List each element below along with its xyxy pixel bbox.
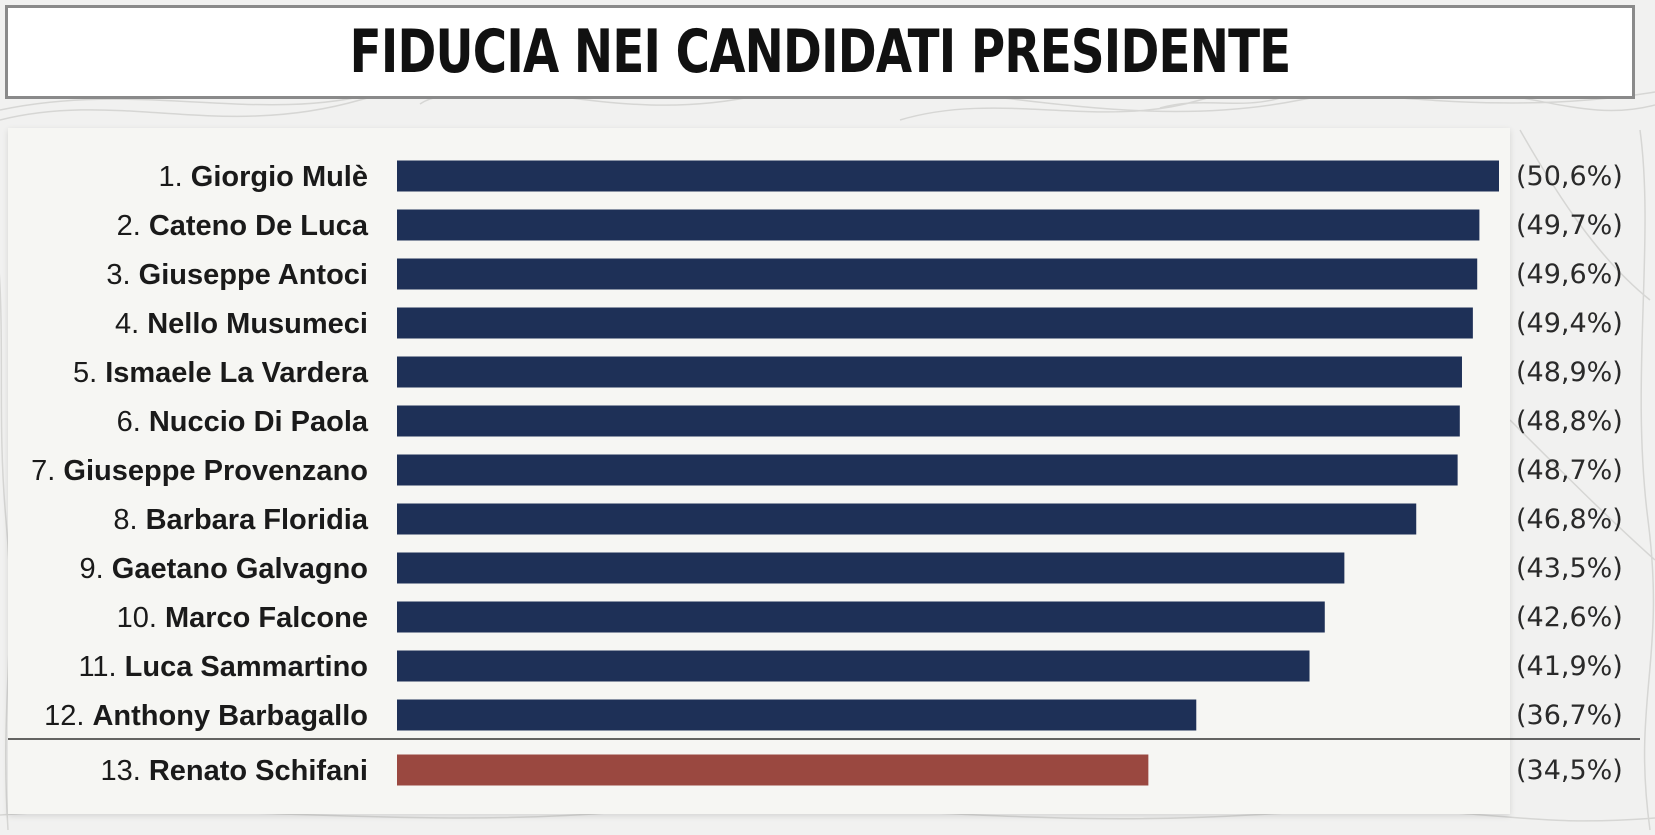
bar-name-10: Marco Falcone [165,602,368,634]
bar-rank-9: 9. [80,553,112,585]
bar-name-3: Giuseppe Antoci [139,259,368,291]
bar-4 [397,307,1473,339]
bar-9 [397,552,1345,584]
bar-rank-5: 5. [73,357,105,389]
bar-name-12: Anthony Barbagallo [92,700,368,732]
bar-name-13: Renato Schifani [149,755,368,787]
bar-label-13: 13. Renato Schifani [100,755,368,787]
bar-rank-2: 2. [117,210,149,242]
bar-name-2: Cateno De Luca [149,210,369,242]
bar-name-7: Giuseppe Provenzano [63,455,368,487]
bar-label-4: 4. Nello Musumeci [115,308,368,340]
value-label-8: (46,8%) [1516,504,1623,535]
value-label-1: (50,6%) [1516,161,1623,192]
bar-rank-6: 6. [117,406,149,438]
bar-rank-7: 7. [31,455,63,487]
bar-13 [397,754,1149,786]
bar-rank-12: 12. [44,700,92,732]
bar-label-12: 12. Anthony Barbagallo [44,700,368,732]
bar-label-6: 6. Nuccio Di Paola [117,406,369,438]
bar-rank-11: 11. [78,651,124,683]
bar-name-1: Giorgio Mulè [191,161,368,193]
bar-label-1: 1. Giorgio Mulè [159,161,368,193]
value-label-11: (41,9%) [1516,651,1623,682]
bar-name-9: Gaetano Galvagno [112,553,368,585]
value-label-6: (48,8%) [1516,406,1623,437]
bar-rank-13: 13. [100,755,148,787]
bar-10 [397,601,1325,633]
value-label-3: (49,6%) [1516,259,1623,290]
bar-12 [397,699,1197,731]
value-label-2: (49,7%) [1516,210,1623,241]
bar-label-3: 3. Giuseppe Antoci [106,259,368,291]
bar-label-2: 2. Cateno De Luca [117,210,369,242]
value-label-7: (48,7%) [1516,455,1623,486]
value-label-12: (36,7%) [1516,700,1623,731]
value-label-13: (34,5%) [1516,755,1623,786]
bar-rank-1: 1. [159,161,191,193]
bar-6 [397,405,1460,437]
value-label-5: (48,9%) [1516,357,1623,388]
bar-3 [397,258,1478,290]
bar-label-7: 7. Giuseppe Provenzano [31,455,368,487]
bar-rank-3: 3. [106,259,138,291]
bar-name-4: Nello Musumeci [147,308,368,340]
bar-5 [397,356,1462,388]
bar-name-6: Nuccio Di Paola [149,406,369,438]
bar-label-11: 11. Luca Sammartino [78,651,368,683]
value-label-10: (42,6%) [1516,602,1623,633]
chart-title: FIDUCIA NEI CANDIDATI PRESIDENTE [349,17,1292,87]
value-label-9: (43,5%) [1516,553,1623,584]
bar-label-9: 9. Gaetano Galvagno [80,553,368,585]
bar-name-8: Barbara Floridia [146,504,369,536]
bar-label-8: 8. Barbara Floridia [113,504,369,536]
value-label-4: (49,4%) [1516,308,1623,339]
bar-label-10: 10. Marco Falcone [117,602,368,634]
bar-2 [397,209,1480,241]
bar-rank-8: 8. [113,504,145,536]
bar-rank-4: 4. [115,308,147,340]
title-banner: FIDUCIA NEI CANDIDATI PRESIDENTE [5,5,1635,99]
bar-rank-10: 10. [117,602,165,634]
bar-label-5: 5. Ismaele La Vardera [73,357,369,389]
bar-name-5: Ismaele La Vardera [105,357,369,389]
bar-1 [397,160,1499,192]
bar-11 [397,650,1310,682]
bar-name-11: Luca Sammartino [125,651,368,683]
bar-8 [397,503,1417,535]
bar-7 [397,454,1458,486]
